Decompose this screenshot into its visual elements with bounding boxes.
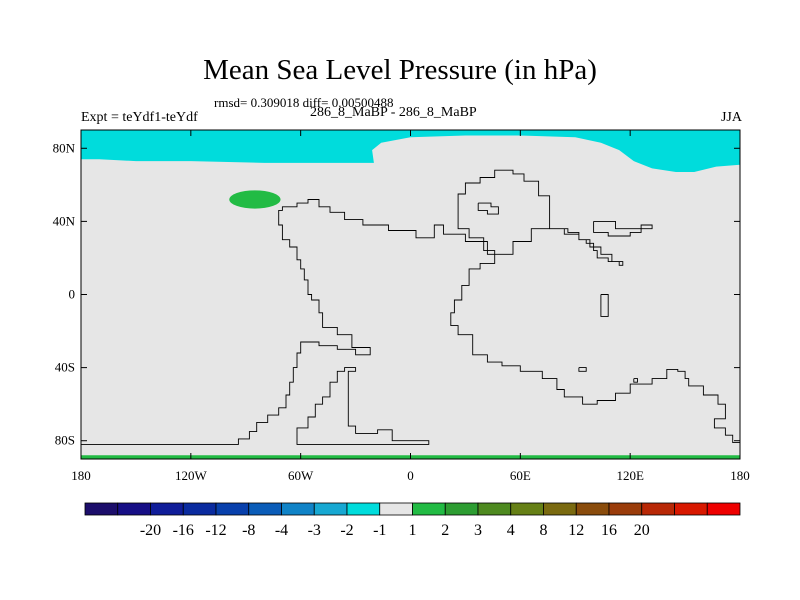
colorbar-label: -2 <box>340 522 353 539</box>
colorbar-label: 8 <box>540 522 548 539</box>
y-tick-label: 80N <box>53 140 76 155</box>
colorbar-swatch <box>281 502 315 516</box>
colorbar-label: 4 <box>507 522 515 539</box>
colorbar-swatch <box>346 502 381 516</box>
coastline <box>593 220 653 237</box>
y-tick-label: 40N <box>53 213 76 228</box>
colorbar-label: -12 <box>205 522 226 539</box>
colorbar-swatch <box>182 502 217 516</box>
y-tick-label: 0 <box>69 287 76 302</box>
coastline <box>578 367 587 372</box>
colorbar-swatch <box>608 502 643 516</box>
coastline <box>296 367 430 445</box>
plot-background <box>81 130 740 459</box>
coastline <box>633 378 638 383</box>
colorbar-swatch <box>575 502 610 516</box>
colorbar-label: -3 <box>308 522 321 539</box>
x-tick-label: 120W <box>175 468 208 483</box>
x-tick-label: 60E <box>510 468 531 483</box>
colorbar-label: -4 <box>275 522 288 539</box>
north-polar-low <box>81 130 740 172</box>
colorbar-label: 2 <box>441 522 449 539</box>
colorbar-swatch <box>477 502 512 516</box>
y-tick-label: 40S <box>55 360 75 375</box>
colorbar-label: 1 <box>409 522 417 539</box>
colorbar-label: 16 <box>601 522 617 539</box>
colorbar-swatch <box>248 502 282 516</box>
coastline <box>477 202 499 215</box>
colorbar-label: -1 <box>373 522 386 539</box>
colorbar-swatch <box>215 502 250 516</box>
colorbar-label: 3 <box>474 522 482 539</box>
season-label: JJA <box>720 110 742 125</box>
colorbar-swatch <box>543 502 577 516</box>
x-tick-label: 60W <box>288 468 314 483</box>
colorbar-label: 20 <box>634 522 650 539</box>
colorbar-label: -20 <box>140 522 161 539</box>
colorbar-swatch <box>84 502 119 516</box>
colorbar-label: -16 <box>173 522 194 539</box>
colorbar-swatch <box>313 502 348 516</box>
experiment-label: Expt = teYdf1-teYdf <box>81 110 198 125</box>
y-tick-label: 80S <box>55 433 75 448</box>
colorbar-swatch <box>510 502 544 516</box>
x-tick-label: 0 <box>407 468 414 483</box>
colorbar-label: 12 <box>568 522 584 539</box>
stats-line: rmsd= 0.309018 diff= 0.00500488 <box>214 95 394 110</box>
chart-title: Mean Sea Level Pressure (in hPa) <box>203 54 597 86</box>
period-label: 286_8_MaBP - 286_8_MaBP <box>310 105 477 120</box>
colorbar-label: -8 <box>242 522 255 539</box>
colorbar-swatch <box>641 502 675 516</box>
colorbar-swatch <box>674 502 708 516</box>
x-tick-label: 180 <box>71 468 91 483</box>
colorbar-swatch <box>379 502 413 516</box>
colorbar-swatch <box>150 502 184 516</box>
x-tick-label: 120E <box>616 468 644 483</box>
colorbar-swatch <box>412 502 446 516</box>
colorbar-swatch <box>706 502 741 516</box>
coastline <box>549 228 624 266</box>
colorbar-swatch <box>117 502 151 516</box>
colorbar-swatch <box>444 502 479 516</box>
x-tick-label: 180 <box>730 468 750 483</box>
pacific-high <box>229 190 281 209</box>
coastline <box>81 169 740 445</box>
coastline <box>600 294 609 317</box>
